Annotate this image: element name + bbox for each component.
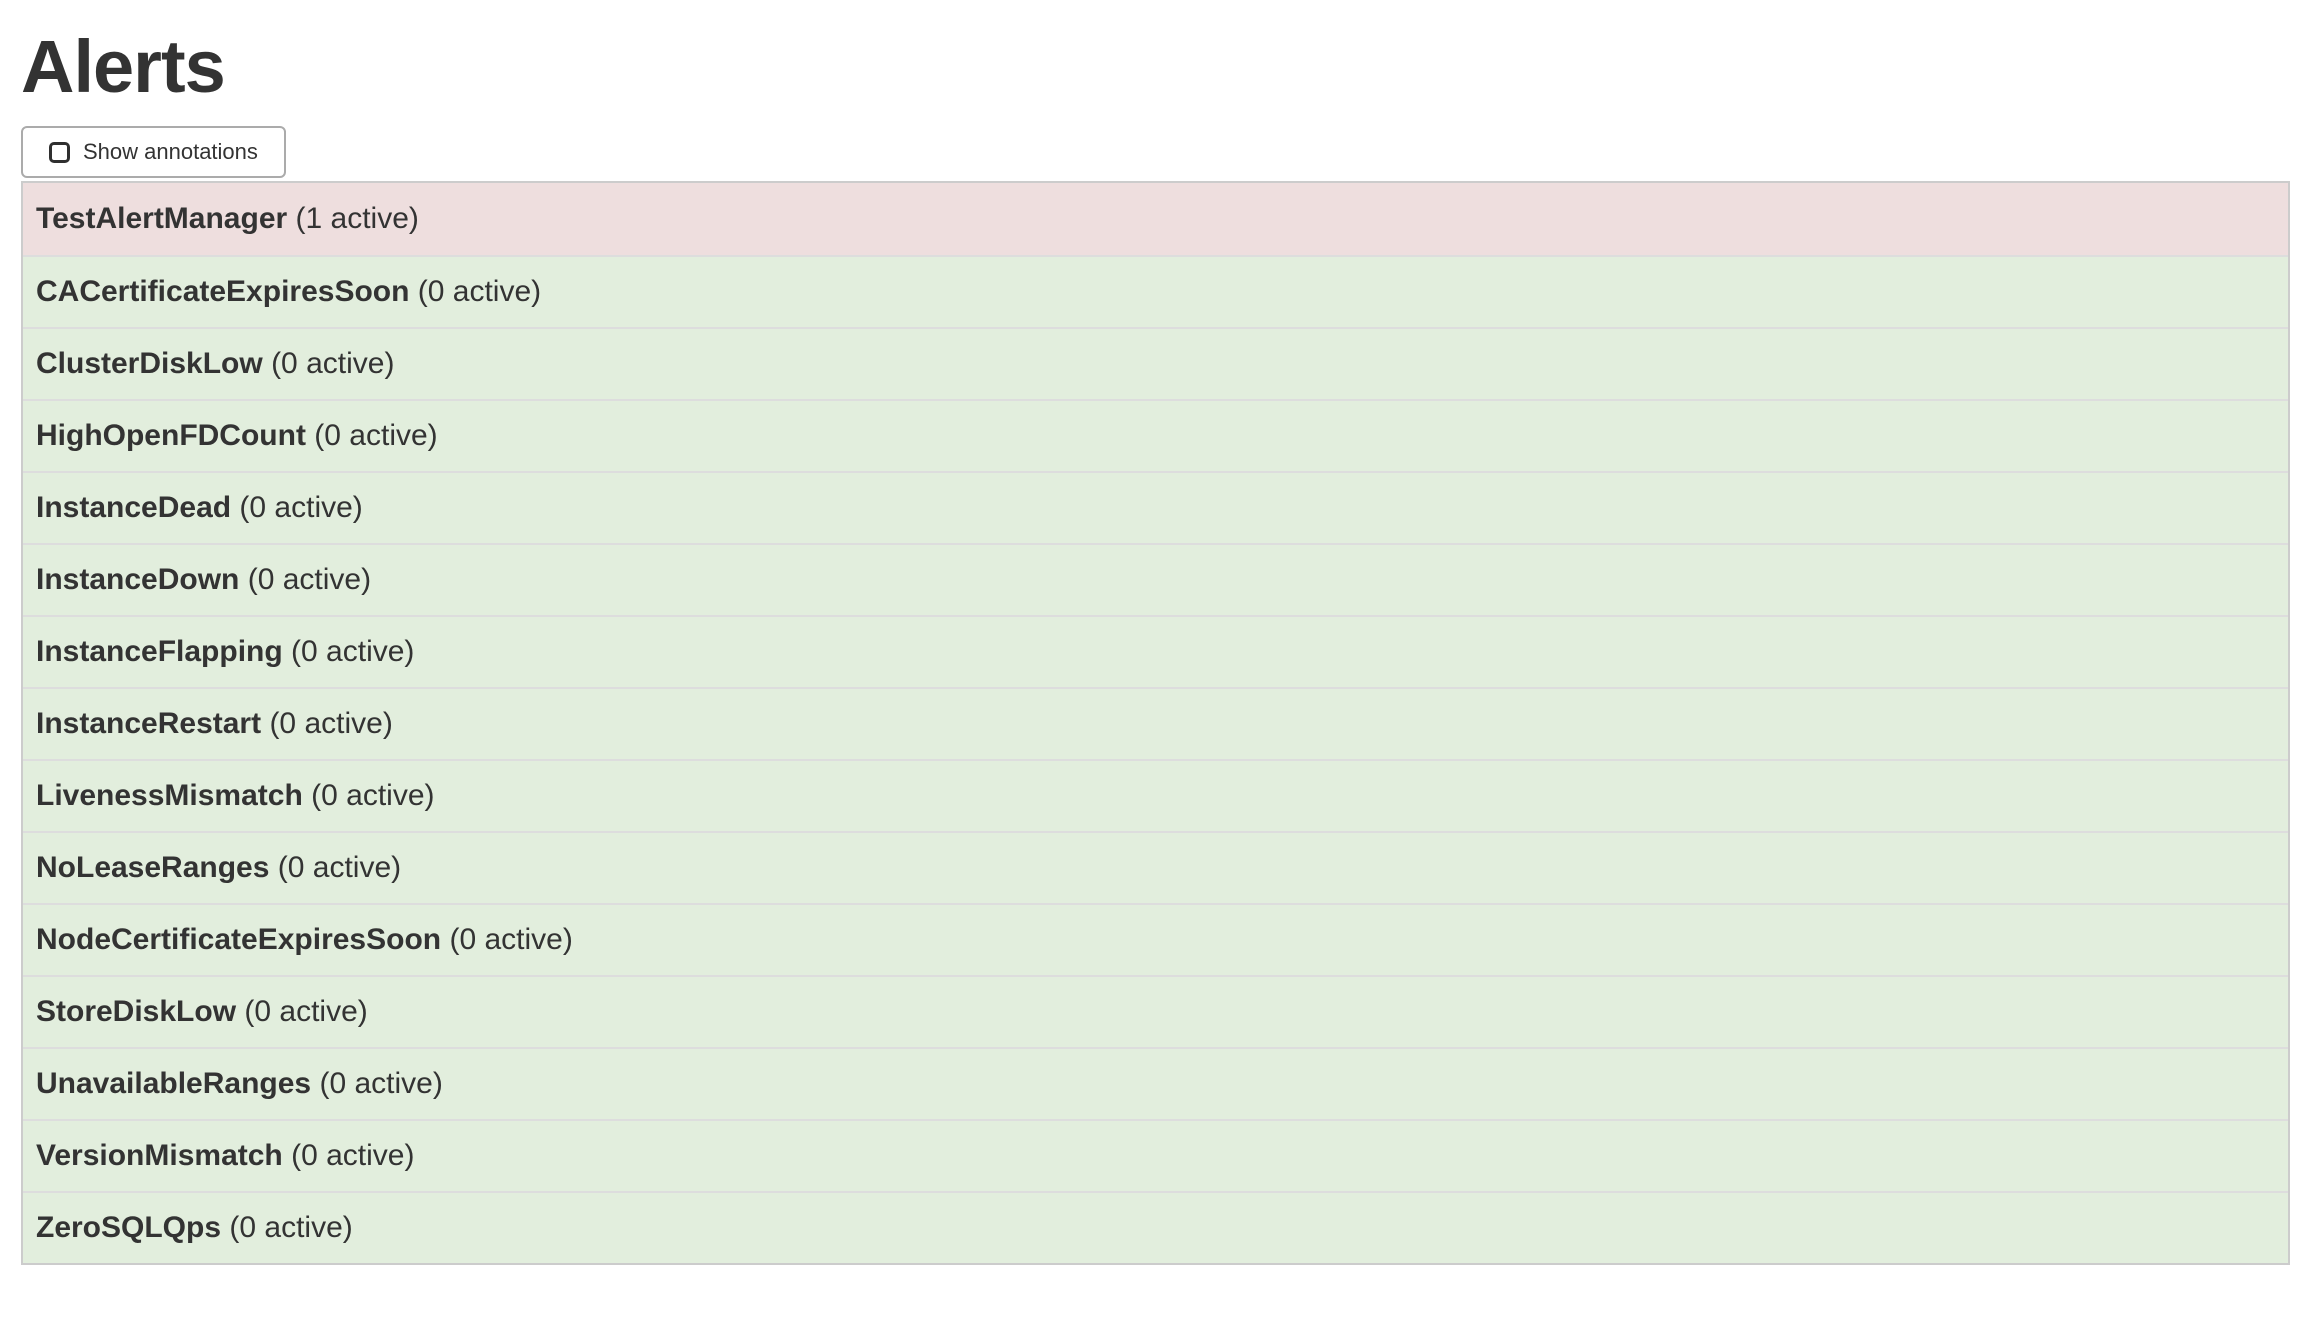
alert-row-cell[interactable]: HighOpenFDCount (0 active) bbox=[23, 399, 2288, 471]
alert-row[interactable]: NodeCertificateExpiresSoon (0 active) bbox=[23, 903, 2288, 976]
alert-row[interactable]: ClusterDiskLow (0 active) bbox=[23, 327, 2288, 400]
alert-row-cell[interactable]: CACertificateExpiresSoon (0 active) bbox=[23, 255, 2288, 327]
alert-active-count: (0 active) bbox=[271, 347, 395, 381]
alert-row-cell[interactable]: ClusterDiskLow (0 active) bbox=[23, 327, 2288, 399]
toolbar: Show annotations bbox=[21, 126, 2290, 179]
alert-row[interactable]: LivenessMismatch (0 active) bbox=[23, 759, 2288, 832]
alert-active-count: (0 active) bbox=[269, 707, 393, 741]
alert-name: ZeroSQLQps bbox=[36, 1211, 222, 1245]
alert-active-count: (0 active) bbox=[247, 563, 372, 597]
alert-name: StoreDiskLow bbox=[36, 995, 237, 1029]
alert-name: InstanceDown bbox=[36, 563, 240, 597]
alert-active-count: (0 active) bbox=[229, 1211, 353, 1245]
alert-row[interactable]: HighOpenFDCount (0 active) bbox=[23, 399, 2288, 472]
alert-row-cell[interactable]: InstanceRestart (0 active) bbox=[23, 687, 2288, 759]
alert-row-cell[interactable]: ZeroSQLQps (0 active) bbox=[23, 1191, 2288, 1263]
alert-row[interactable]: VersionMismatch (0 active) bbox=[23, 1119, 2288, 1192]
alert-active-count: (0 active) bbox=[291, 1139, 415, 1173]
alert-name: InstanceDead bbox=[36, 491, 232, 525]
alert-active-count: (0 active) bbox=[314, 419, 438, 453]
alert-row-cell[interactable]: InstanceFlapping (0 active) bbox=[23, 615, 2288, 687]
alert-row[interactable]: ZeroSQLQps (0 active) bbox=[23, 1191, 2288, 1264]
alert-row[interactable]: NoLeaseRanges (0 active) bbox=[23, 831, 2288, 904]
alert-row-cell[interactable]: LivenessMismatch (0 active) bbox=[23, 759, 2288, 831]
alert-active-count: (1 active) bbox=[295, 202, 419, 236]
alert-name: UnavailableRanges bbox=[36, 1067, 312, 1101]
alert-active-count: (0 active) bbox=[417, 275, 542, 309]
alert-name: ClusterDiskLow bbox=[36, 347, 263, 381]
alert-row[interactable]: UnavailableRanges (0 active) bbox=[23, 1047, 2288, 1120]
alert-name: HighOpenFDCount bbox=[36, 419, 306, 453]
alert-row[interactable]: TestAlertManager (1 active) bbox=[23, 183, 2288, 256]
alert-row[interactable]: InstanceFlapping (0 active) bbox=[23, 615, 2288, 688]
alerts-table-body: TestAlertManager (1 active) CACertificat… bbox=[23, 183, 2288, 1264]
alert-active-count: (0 active) bbox=[277, 851, 402, 885]
alert-row-cell[interactable]: UnavailableRanges (0 active) bbox=[23, 1047, 2288, 1119]
alert-name: VersionMismatch bbox=[36, 1139, 283, 1173]
alert-row[interactable]: InstanceRestart (0 active) bbox=[23, 687, 2288, 760]
alert-active-count: (0 active) bbox=[449, 923, 573, 957]
alert-name: NodeCertificateExpiresSoon bbox=[36, 923, 442, 957]
alert-name: NoLeaseRanges bbox=[36, 851, 270, 885]
alert-row[interactable]: InstanceDead (0 active) bbox=[23, 471, 2288, 544]
alert-active-count: (0 active) bbox=[244, 995, 368, 1029]
alert-active-count: (0 active) bbox=[291, 635, 415, 669]
alert-row-cell[interactable]: NoLeaseRanges (0 active) bbox=[23, 831, 2288, 903]
alert-active-count: (0 active) bbox=[311, 779, 435, 813]
alert-active-count: (0 active) bbox=[319, 1067, 443, 1101]
alert-row-cell[interactable]: VersionMismatch (0 active) bbox=[23, 1119, 2288, 1191]
alert-name: InstanceFlapping bbox=[36, 635, 283, 669]
alert-row-cell[interactable]: InstanceDead (0 active) bbox=[23, 471, 2288, 543]
show-annotations-button[interactable]: Show annotations bbox=[21, 126, 286, 179]
alert-name: LivenessMismatch bbox=[36, 779, 303, 813]
alert-row[interactable]: CACertificateExpiresSoon (0 active) bbox=[23, 255, 2288, 328]
page-title: Alerts bbox=[21, 25, 226, 108]
alerts-page: Alerts Show annotations TestAlertManager… bbox=[21, 25, 2290, 1266]
alert-name: TestAlertManager bbox=[36, 202, 288, 236]
show-annotations-checkbox[interactable] bbox=[49, 141, 70, 163]
alert-row-cell[interactable]: NodeCertificateExpiresSoon (0 active) bbox=[23, 903, 2288, 975]
alert-row[interactable]: InstanceDown (0 active) bbox=[23, 543, 2288, 616]
alert-active-count: (0 active) bbox=[239, 491, 363, 525]
alerts-table: TestAlertManager (1 active) CACertificat… bbox=[21, 181, 2290, 1266]
alert-row-cell[interactable]: InstanceDown (0 active) bbox=[23, 543, 2288, 615]
alert-row-cell[interactable]: TestAlertManager (1 active) bbox=[23, 183, 2288, 255]
alert-name: InstanceRestart bbox=[36, 707, 262, 741]
show-annotations-label: Show annotations bbox=[83, 139, 258, 165]
alert-row-cell[interactable]: StoreDiskLow (0 active) bbox=[23, 975, 2288, 1047]
alert-row[interactable]: StoreDiskLow (0 active) bbox=[23, 975, 2288, 1048]
alert-name: CACertificateExpiresSoon bbox=[36, 275, 410, 309]
